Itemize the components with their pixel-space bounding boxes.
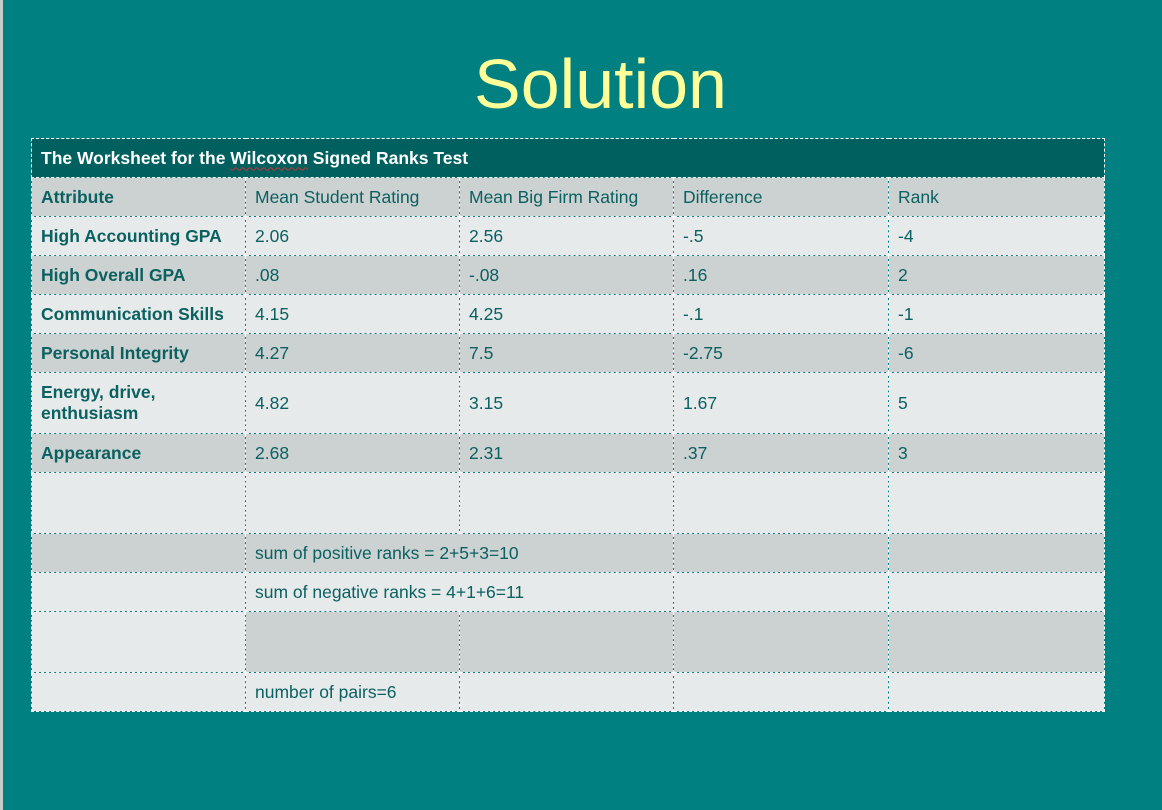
number-of-pairs: number of pairs=6	[245, 672, 460, 712]
difference-cell: -2.75	[673, 333, 889, 373]
table-row: High Overall GPA .08 -.08 .16 2	[31, 255, 1106, 295]
difference-cell: -.5	[673, 216, 889, 256]
student-rating-cell: 4.27	[245, 333, 460, 373]
table-caption: The Worksheet for the Wilcoxon Signed Ra…	[30, 138, 1106, 178]
empty-cell	[31, 611, 246, 673]
difference-cell: -.1	[673, 294, 889, 334]
attribute-cell: High Accounting GPA	[31, 216, 246, 256]
student-rating-cell: 2.68	[245, 433, 460, 473]
empty-cell	[673, 611, 889, 673]
empty-cell	[459, 472, 674, 534]
empty-cell	[245, 611, 460, 673]
rank-cell: -1	[887, 294, 1106, 334]
empty-cell	[673, 533, 889, 573]
sum-negative-row: sum of negative ranks = 4+1+6=11	[31, 572, 1106, 612]
caption-suffix: Signed Ranks Test	[307, 147, 469, 168]
empty-cell	[31, 672, 246, 712]
empty-cell	[245, 472, 460, 534]
wilcoxon-worksheet-table: The Worksheet for the Wilcoxon Signed Ra…	[30, 138, 1106, 712]
big-firm-rating-cell: 3.15	[459, 372, 674, 434]
sum-positive-ranks: sum of positive ranks = 2+5+3=10	[245, 533, 674, 573]
empty-cell	[887, 533, 1106, 573]
empty-cell	[31, 533, 246, 573]
empty-cell	[887, 672, 1106, 712]
big-firm-rating-cell: -.08	[459, 255, 674, 295]
header-mean-student-rating: Mean Student Rating	[245, 177, 460, 217]
attribute-cell: Energy, drive, enthusiasm	[31, 372, 246, 434]
attribute-cell: Appearance	[31, 433, 246, 473]
empty-cell	[887, 611, 1106, 673]
table-row: Communication Skills 4.15 4.25 -.1 -1	[31, 294, 1106, 334]
empty-cell	[887, 472, 1106, 534]
empty-cell	[31, 472, 246, 534]
header-difference: Difference	[673, 177, 889, 217]
slide-title: Solution	[474, 45, 727, 123]
empty-cell	[673, 672, 889, 712]
attribute-cell: High Overall GPA	[31, 255, 246, 295]
header-rank: Rank	[887, 177, 1106, 217]
empty-cell	[673, 472, 889, 534]
header-attribute: Attribute	[31, 177, 246, 217]
difference-cell: .16	[673, 255, 889, 295]
empty-cell	[459, 611, 674, 673]
empty-cell	[459, 672, 674, 712]
caption-spellcheck-word: Wilcoxon	[230, 147, 308, 168]
header-row: Attribute Mean Student Rating Mean Big F…	[31, 177, 1106, 217]
big-firm-rating-cell: 7.5	[459, 333, 674, 373]
big-firm-rating-cell: 2.31	[459, 433, 674, 473]
rank-cell: 2	[887, 255, 1106, 295]
big-firm-rating-cell: 2.56	[459, 216, 674, 256]
attribute-cell: Personal Integrity	[31, 333, 246, 373]
sum-positive-row: sum of positive ranks = 2+5+3=10	[31, 533, 1106, 573]
student-rating-cell: 4.15	[245, 294, 460, 334]
rank-cell: 3	[887, 433, 1106, 473]
table-row: Personal Integrity 4.27 7.5 -2.75 -6	[31, 333, 1106, 373]
table-row: Energy, drive, enthusiasm 4.82 3.15 1.67…	[31, 372, 1106, 434]
student-rating-cell: 4.82	[245, 372, 460, 434]
table-row: Appearance 2.68 2.31 .37 3	[31, 433, 1106, 473]
empty-cell	[31, 572, 246, 612]
attribute-cell: Communication Skills	[31, 294, 246, 334]
rank-cell: -4	[887, 216, 1106, 256]
table-title-row: The Worksheet for the Wilcoxon Signed Ra…	[30, 138, 1106, 178]
student-rating-cell: 2.06	[245, 216, 460, 256]
rank-cell: -6	[887, 333, 1106, 373]
window-edge	[0, 0, 3, 810]
big-firm-rating-cell: 4.25	[459, 294, 674, 334]
empty-row	[31, 611, 1106, 673]
empty-cell	[673, 572, 889, 612]
empty-row	[31, 472, 1106, 534]
pairs-row: number of pairs=6	[31, 672, 1106, 712]
difference-cell: .37	[673, 433, 889, 473]
table-row: High Accounting GPA 2.06 2.56 -.5 -4	[31, 216, 1106, 256]
rank-cell: 5	[887, 372, 1106, 434]
caption-prefix: The Worksheet for the	[41, 147, 231, 168]
difference-cell: 1.67	[673, 372, 889, 434]
header-mean-big-firm-rating: Mean Big Firm Rating	[459, 177, 674, 217]
student-rating-cell: .08	[245, 255, 460, 295]
sum-negative-ranks: sum of negative ranks = 4+1+6=11	[245, 572, 674, 612]
empty-cell	[887, 572, 1106, 612]
